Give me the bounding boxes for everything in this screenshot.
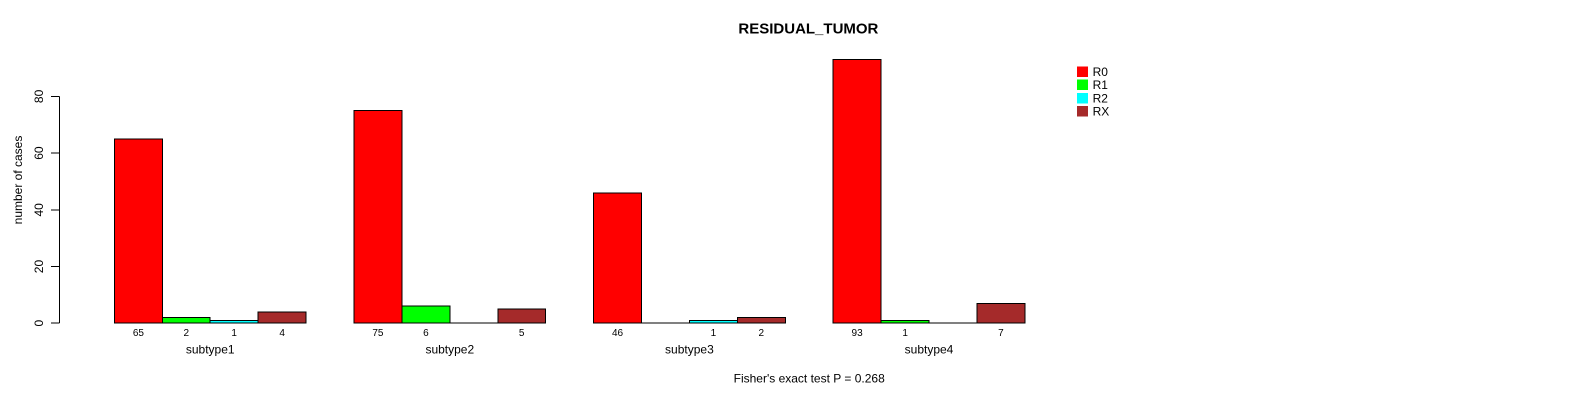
svg-text:subtype2: subtype2	[425, 342, 474, 356]
svg-text:0: 0	[32, 320, 46, 327]
svg-text:RX: RX	[1093, 105, 1110, 119]
svg-text:R1: R1	[1093, 78, 1109, 92]
svg-text:46: 46	[612, 328, 624, 339]
svg-text:6: 6	[423, 328, 429, 339]
svg-text:subtype3: subtype3	[665, 342, 714, 356]
svg-text:R2: R2	[1093, 91, 1109, 105]
svg-text:R0: R0	[1093, 65, 1109, 79]
svg-text:Fisher's exact test P = 0.268: Fisher's exact test P = 0.268	[734, 372, 885, 386]
svg-text:65: 65	[133, 328, 145, 339]
svg-text:1: 1	[902, 328, 908, 339]
svg-text:1: 1	[231, 328, 237, 339]
svg-text:5: 5	[519, 328, 525, 339]
svg-text:4: 4	[279, 328, 285, 339]
svg-text:93: 93	[852, 328, 864, 339]
svg-text:number of cases: number of cases	[11, 136, 25, 225]
svg-text:20: 20	[32, 260, 46, 274]
svg-text:1: 1	[711, 328, 717, 339]
svg-text:2: 2	[759, 328, 765, 339]
svg-text:RESIDUAL_TUMOR: RESIDUAL_TUMOR	[738, 21, 878, 38]
svg-text:75: 75	[372, 328, 384, 339]
svg-text:60: 60	[32, 146, 46, 160]
svg-text:2: 2	[184, 328, 190, 339]
svg-text:7: 7	[998, 328, 1004, 339]
svg-text:80: 80	[32, 89, 46, 103]
svg-text:subtype4: subtype4	[905, 342, 954, 356]
svg-text:40: 40	[32, 203, 46, 217]
svg-text:subtype1: subtype1	[186, 342, 235, 356]
